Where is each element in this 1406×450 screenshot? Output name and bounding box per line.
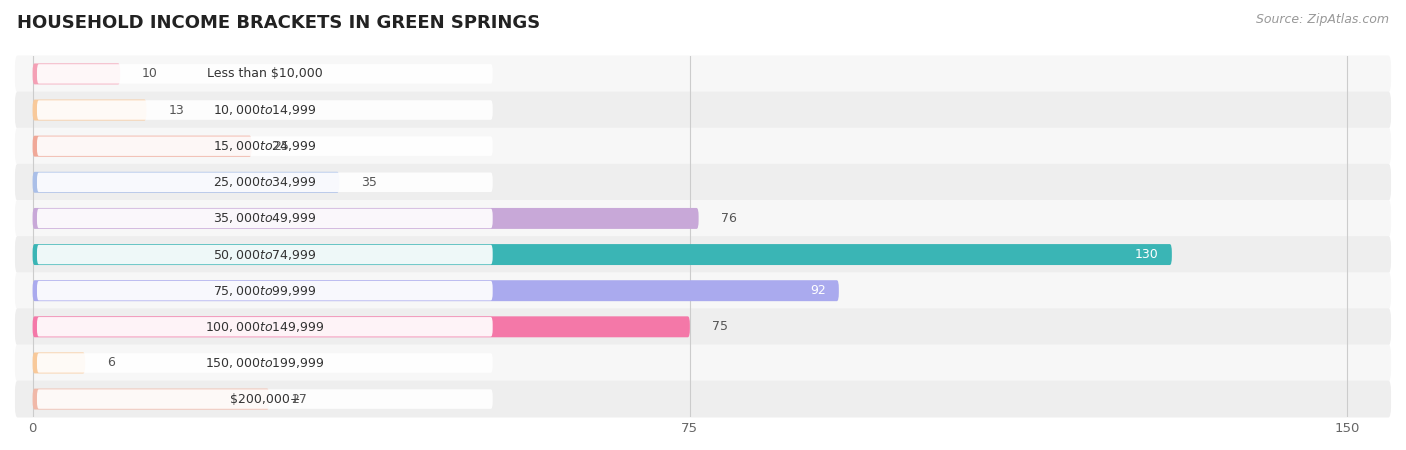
Text: Source: ZipAtlas.com: Source: ZipAtlas.com [1256, 14, 1389, 27]
FancyBboxPatch shape [32, 172, 339, 193]
FancyBboxPatch shape [37, 172, 492, 192]
Text: Less than $10,000: Less than $10,000 [207, 68, 323, 81]
Text: HOUSEHOLD INCOME BRACKETS IN GREEN SPRINGS: HOUSEHOLD INCOME BRACKETS IN GREEN SPRIN… [17, 14, 540, 32]
FancyBboxPatch shape [37, 281, 492, 301]
Text: $100,000 to $149,999: $100,000 to $149,999 [205, 320, 325, 334]
FancyBboxPatch shape [32, 352, 86, 374]
Text: $25,000 to $34,999: $25,000 to $34,999 [214, 176, 316, 189]
FancyBboxPatch shape [37, 136, 492, 156]
Text: $15,000 to $24,999: $15,000 to $24,999 [214, 139, 316, 153]
FancyBboxPatch shape [37, 353, 492, 373]
FancyBboxPatch shape [32, 244, 1171, 265]
Text: 10: 10 [142, 68, 157, 81]
Text: $75,000 to $99,999: $75,000 to $99,999 [214, 284, 316, 298]
Text: $50,000 to $74,999: $50,000 to $74,999 [214, 248, 316, 261]
FancyBboxPatch shape [32, 208, 699, 229]
Text: $35,000 to $49,999: $35,000 to $49,999 [214, 212, 316, 225]
FancyBboxPatch shape [37, 389, 492, 409]
FancyBboxPatch shape [15, 272, 1391, 309]
FancyBboxPatch shape [32, 389, 269, 410]
Text: 130: 130 [1135, 248, 1159, 261]
FancyBboxPatch shape [32, 99, 146, 121]
FancyBboxPatch shape [15, 345, 1391, 381]
FancyBboxPatch shape [15, 236, 1391, 273]
Text: 6: 6 [107, 356, 115, 369]
Text: 35: 35 [361, 176, 377, 189]
Text: $10,000 to $14,999: $10,000 to $14,999 [214, 103, 316, 117]
FancyBboxPatch shape [15, 164, 1391, 201]
Text: 27: 27 [291, 392, 307, 405]
FancyBboxPatch shape [32, 136, 252, 157]
Text: 92: 92 [810, 284, 825, 297]
FancyBboxPatch shape [32, 280, 839, 301]
Text: 76: 76 [720, 212, 737, 225]
FancyBboxPatch shape [37, 209, 492, 228]
Text: $150,000 to $199,999: $150,000 to $199,999 [205, 356, 325, 370]
FancyBboxPatch shape [15, 308, 1391, 345]
Text: 13: 13 [169, 104, 184, 117]
FancyBboxPatch shape [15, 55, 1391, 92]
FancyBboxPatch shape [37, 100, 492, 120]
Text: $200,000+: $200,000+ [229, 392, 299, 405]
FancyBboxPatch shape [15, 128, 1391, 165]
FancyBboxPatch shape [32, 63, 121, 85]
FancyBboxPatch shape [15, 381, 1391, 418]
Text: 75: 75 [711, 320, 728, 333]
FancyBboxPatch shape [15, 92, 1391, 128]
Text: 25: 25 [274, 140, 290, 153]
FancyBboxPatch shape [32, 316, 690, 338]
FancyBboxPatch shape [37, 245, 492, 264]
FancyBboxPatch shape [15, 200, 1391, 237]
FancyBboxPatch shape [37, 64, 492, 84]
FancyBboxPatch shape [37, 317, 492, 337]
